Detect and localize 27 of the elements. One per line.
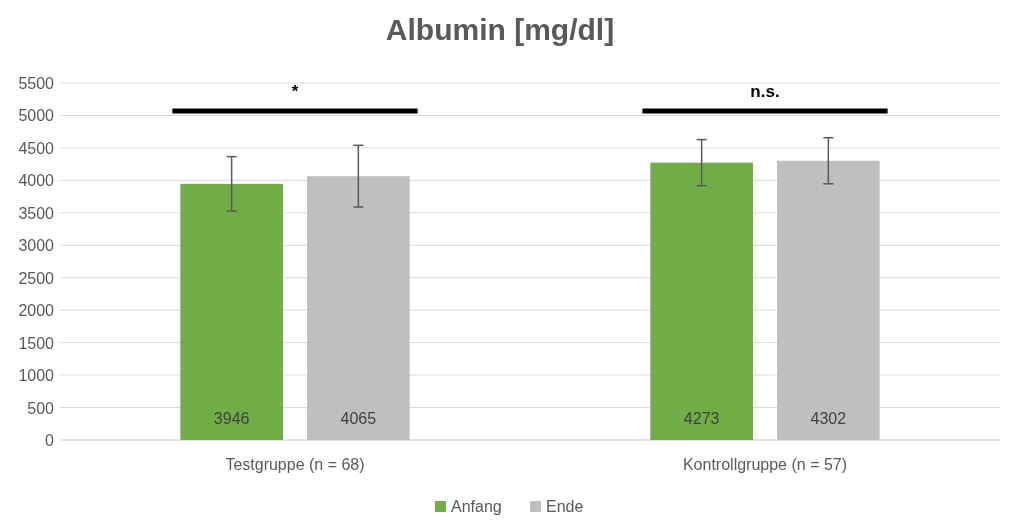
annotation: n.s. [750, 82, 780, 101]
x-tick-label: Kontrollgruppe (n = 57) [682, 456, 848, 473]
legend-label: Anfang [451, 498, 502, 515]
annotation: * [291, 82, 299, 101]
y-tick-label: 1000 [18, 367, 55, 385]
data-label: 4065 [340, 410, 377, 427]
data-label: 4273 [683, 410, 720, 427]
bar [180, 183, 283, 440]
data-label: 4302 [810, 410, 847, 427]
bar [777, 160, 880, 440]
chart-title: Albumin [mg/dl] [385, 13, 615, 46]
y-tick-label: 0 [45, 432, 55, 449]
bar [307, 176, 410, 440]
y-tick-label: 3500 [18, 204, 55, 222]
x-tick-label: Testgruppe (n = 68) [225, 456, 365, 473]
legend-label: Ende [546, 498, 584, 515]
y-tick-label: 2500 [18, 269, 55, 287]
y-tick-label: 5500 [18, 75, 55, 92]
y-tick-label: 3000 [18, 237, 55, 255]
data-label: 3946 [213, 410, 250, 427]
bar [650, 162, 753, 440]
y-tick-label: 1500 [18, 334, 55, 352]
y-tick-label: 4000 [18, 172, 55, 190]
y-tick-label: 500 [27, 399, 55, 417]
y-tick-label: 2000 [18, 302, 55, 320]
y-tick-label: 5000 [18, 107, 55, 125]
y-tick-label: 4500 [18, 139, 55, 157]
